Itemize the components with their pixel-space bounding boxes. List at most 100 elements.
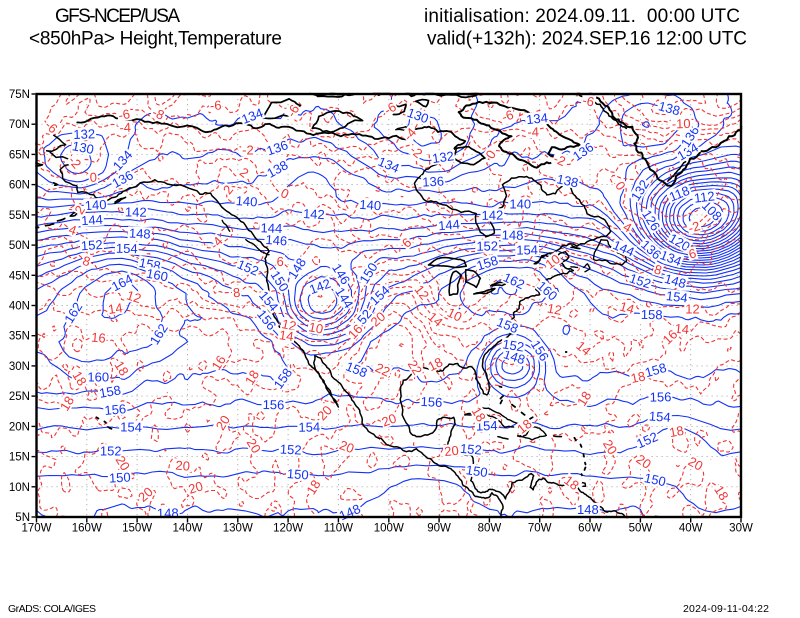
svg-text:12: 12	[546, 300, 563, 317]
svg-text:154: 154	[516, 242, 538, 257]
svg-text:18: 18	[469, 404, 489, 424]
svg-text:144: 144	[81, 212, 104, 228]
svg-text:40N: 40N	[9, 301, 30, 313]
svg-text:134: 134	[239, 105, 265, 127]
svg-text:20: 20	[187, 478, 205, 496]
svg-text:-2: -2	[551, 151, 568, 169]
svg-text:154: 154	[665, 288, 688, 306]
svg-text:20: 20	[380, 410, 399, 429]
svg-text:20: 20	[633, 451, 653, 472]
svg-text:8: 8	[81, 253, 92, 269]
svg-text:142: 142	[303, 206, 325, 222]
svg-text:18: 18	[574, 388, 594, 408]
svg-text:10: 10	[445, 305, 465, 325]
svg-text:40W: 40W	[679, 523, 703, 535]
svg-text:45N: 45N	[9, 270, 30, 282]
svg-text:22: 22	[405, 357, 425, 377]
svg-text:initialisation: 2024.09.11. 0: initialisation: 2024.09.11. 00:00 UTC	[424, 6, 740, 27]
svg-text:158: 158	[641, 307, 663, 322]
svg-text:152: 152	[501, 336, 525, 354]
svg-text:160: 160	[145, 266, 169, 285]
svg-text:160: 160	[87, 370, 109, 385]
svg-text:20: 20	[113, 453, 133, 473]
svg-text:14: 14	[107, 300, 123, 317]
svg-text:156: 156	[420, 394, 442, 410]
svg-text:75N: 75N	[9, 89, 30, 101]
svg-text:90W: 90W	[427, 523, 451, 535]
svg-text:20: 20	[444, 443, 460, 459]
svg-text:70N: 70N	[9, 119, 30, 131]
svg-text:valid(+132h): 2024.SEP.16 12:0: valid(+132h): 2024.SEP.16 12:00 UTC	[427, 29, 747, 50]
svg-text:152: 152	[476, 238, 498, 253]
svg-text:140W: 140W	[172, 523, 202, 535]
svg-text:15N: 15N	[9, 452, 30, 464]
svg-text:150: 150	[109, 470, 131, 486]
svg-text:152: 152	[80, 237, 103, 253]
svg-text:20: 20	[244, 436, 264, 456]
svg-text:6: 6	[687, 245, 698, 261]
svg-text:130W: 130W	[223, 523, 253, 535]
svg-text:-10: -10	[672, 116, 691, 132]
svg-text:110W: 110W	[324, 523, 353, 535]
svg-text:18: 18	[711, 483, 731, 503]
svg-text:22: 22	[373, 360, 392, 380]
svg-text:2024-09-11-04:22: 2024-09-11-04:22	[683, 603, 769, 615]
svg-text:154: 154	[648, 408, 671, 424]
svg-text:14: 14	[618, 299, 636, 317]
svg-text:14: 14	[278, 327, 294, 344]
svg-text:20: 20	[337, 437, 356, 456]
svg-text:148: 148	[502, 227, 524, 242]
svg-text:140: 140	[359, 197, 382, 213]
svg-text:80W: 80W	[478, 523, 502, 535]
svg-text:16: 16	[208, 353, 228, 373]
svg-text:-6: -6	[500, 107, 516, 125]
svg-text:136: 136	[422, 174, 444, 190]
svg-text:-2: -2	[242, 142, 254, 157]
svg-text:GFS-NCEP/USA: GFS-NCEP/USA	[55, 6, 180, 27]
svg-text:152: 152	[628, 271, 653, 292]
svg-text:150: 150	[286, 466, 309, 482]
svg-text:-2: -2	[686, 218, 701, 236]
svg-text:138: 138	[555, 171, 579, 190]
svg-text:130: 130	[405, 105, 431, 127]
svg-text:-6: -6	[117, 106, 131, 123]
svg-text:10N: 10N	[9, 482, 30, 494]
svg-text:-6: -6	[210, 98, 222, 114]
svg-text:8: 8	[652, 262, 663, 278]
svg-text:GrADS: COLA/IGES: GrADS: COLA/IGES	[8, 603, 96, 615]
svg-text:18: 18	[561, 472, 582, 493]
svg-text:130: 130	[71, 138, 95, 157]
svg-text:18: 18	[303, 477, 323, 497]
svg-text:-8: -8	[150, 104, 167, 122]
svg-text:35N: 35N	[9, 331, 30, 343]
svg-text:8: 8	[232, 285, 241, 301]
svg-text:154: 154	[116, 241, 138, 256]
svg-text:16: 16	[91, 330, 107, 346]
svg-text:65N: 65N	[9, 149, 30, 161]
svg-text:150: 150	[465, 462, 489, 480]
svg-text:4: 4	[67, 222, 79, 239]
svg-text:160W: 160W	[72, 523, 102, 535]
svg-text:170W: 170W	[21, 523, 51, 535]
svg-text:14: 14	[674, 321, 690, 337]
svg-text:<850hPa> Height,Temperature: <850hPa> Height,Temperature	[29, 29, 282, 50]
svg-text:156: 156	[650, 389, 672, 404]
svg-text:158: 158	[98, 382, 122, 401]
svg-text:-6: -6	[581, 92, 595, 109]
svg-text:152: 152	[459, 441, 482, 458]
svg-text:20: 20	[175, 458, 191, 474]
svg-text:12: 12	[125, 288, 143, 307]
svg-text:18: 18	[242, 367, 262, 387]
svg-text:18: 18	[668, 423, 685, 440]
svg-text:144: 144	[438, 216, 461, 233]
svg-text:158: 158	[643, 360, 668, 380]
svg-text:158: 158	[475, 253, 500, 274]
svg-text:146: 146	[265, 232, 288, 248]
svg-text:154: 154	[120, 419, 142, 434]
svg-text:50N: 50N	[9, 240, 30, 252]
svg-text:142: 142	[125, 204, 147, 219]
svg-text:18: 18	[629, 368, 646, 386]
svg-text:154: 154	[298, 419, 320, 434]
svg-text:5N: 5N	[15, 512, 30, 524]
svg-text:18: 18	[57, 393, 77, 413]
